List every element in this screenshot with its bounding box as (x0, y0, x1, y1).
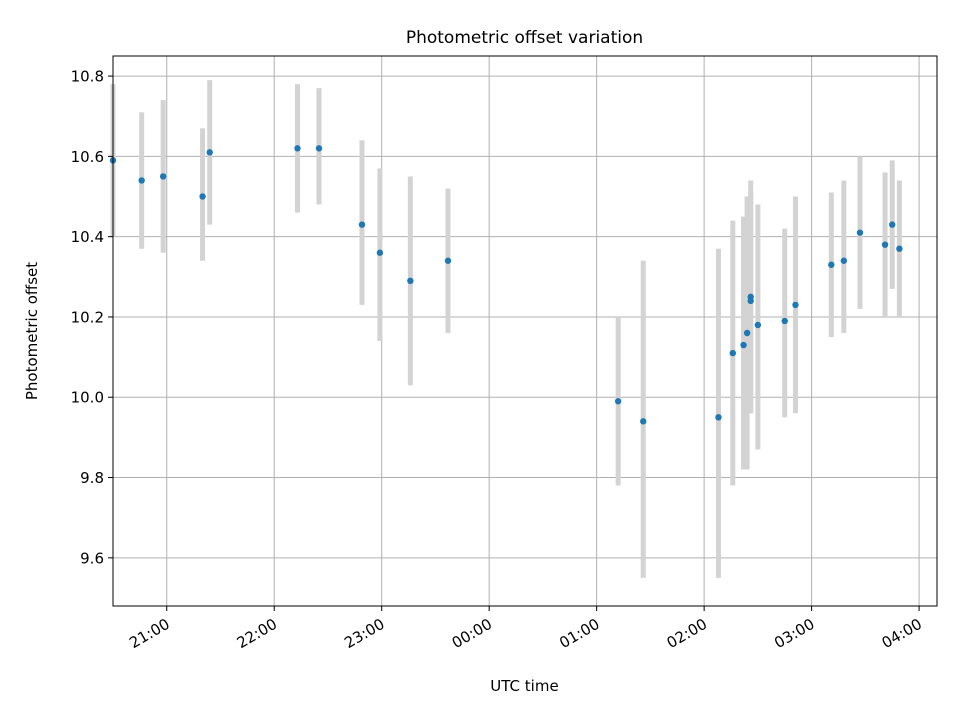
data-point (856, 229, 864, 236)
y-tick-label: 10.4 (71, 228, 104, 246)
data-point (896, 245, 903, 252)
data-point (159, 173, 167, 180)
data-point (376, 249, 384, 256)
data-point (754, 321, 762, 329)
data-point (729, 349, 736, 357)
y-tick-label: 9.8 (80, 469, 104, 487)
y-tick-label: 10.6 (71, 148, 104, 166)
data-point (792, 301, 799, 309)
data-point (828, 261, 835, 268)
data-point (740, 341, 747, 349)
y-tick-label: 10.8 (71, 68, 104, 86)
y-axis-label: Photometric offset (23, 262, 41, 400)
data-point (206, 149, 213, 156)
data-point (315, 145, 323, 152)
data-point (407, 277, 414, 285)
data-point (781, 317, 788, 325)
data-point (881, 241, 889, 248)
y-tick-label: 10.2 (71, 308, 104, 326)
data-point (715, 414, 722, 421)
data-point (889, 221, 896, 228)
data-point (614, 398, 622, 405)
data-point (199, 193, 206, 200)
chart-title: Photometric offset variation (406, 28, 643, 48)
grid (113, 56, 937, 606)
plot-area-frame (112, 55, 938, 607)
data-point (747, 297, 754, 305)
x-axis-label: UTC time (490, 677, 558, 695)
y-tick-label: 9.6 (80, 549, 104, 567)
data-points (109, 145, 903, 425)
data-point (444, 257, 452, 264)
data-point (743, 329, 751, 337)
y-axis-ticks: 9.6 9.8 10.0 10.2 10.4 10.6 10.8 (71, 68, 113, 567)
data-point (138, 177, 145, 184)
data-point (640, 418, 647, 425)
data-point (358, 221, 366, 228)
data-point (294, 145, 301, 152)
data-point (840, 257, 848, 264)
y-tick-label: 10.0 (71, 389, 104, 407)
